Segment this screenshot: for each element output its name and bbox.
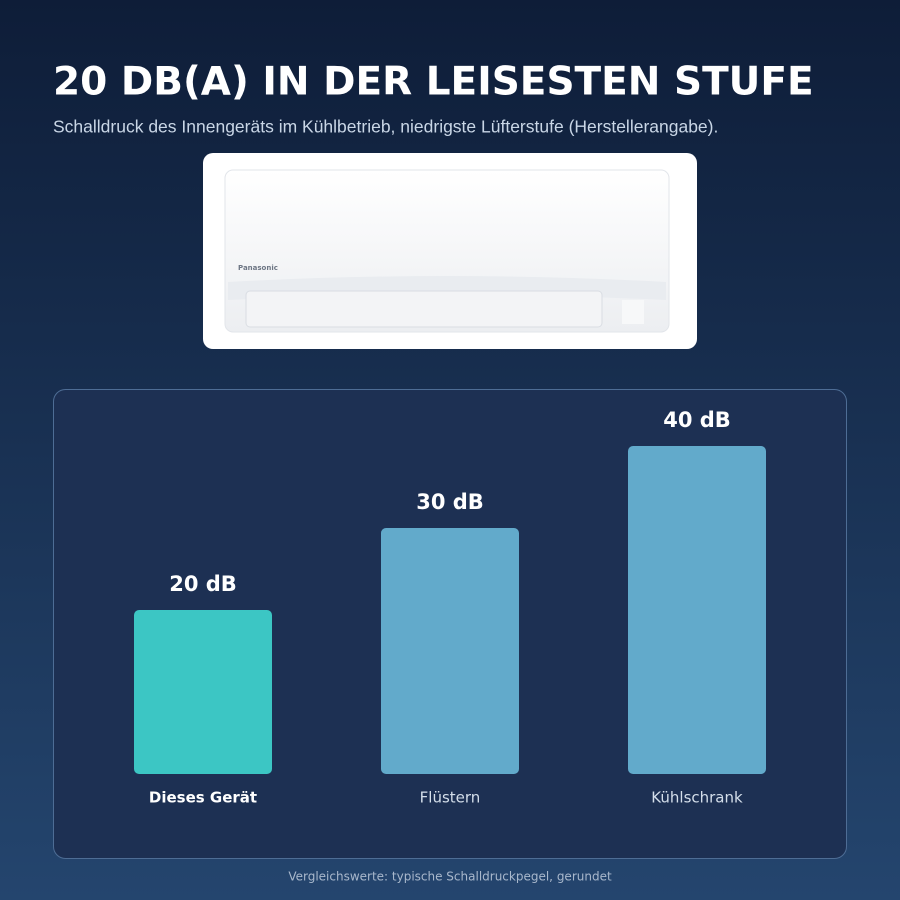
product-image: Panasonic bbox=[203, 153, 697, 349]
footnote: Vergleichswerte: typische Schalldruckpeg… bbox=[288, 870, 612, 884]
value-label: 20 dB bbox=[169, 572, 237, 596]
x-tick-label: Flüstern bbox=[420, 789, 481, 807]
bar bbox=[381, 528, 519, 774]
bar-chart: 20 dB Dieses Gerät 30 dB Flüstern 40 dB Kühls… bbox=[134, 408, 766, 807]
value-label: 30 dB bbox=[416, 490, 484, 514]
x-tick-label: Dieses Gerät bbox=[149, 789, 257, 807]
value-label: 40 dB bbox=[663, 408, 731, 432]
bar bbox=[628, 446, 766, 774]
subtitle: Schalldruck des Innengeräts im Kühlbetri… bbox=[53, 117, 718, 137]
bar bbox=[134, 610, 272, 774]
x-tick-label: Kühlschrank bbox=[651, 789, 743, 807]
brand: Panasonic bbox=[238, 264, 278, 272]
title: 20 DB(A) IN DER LEISESTEN STUFE bbox=[53, 60, 814, 105]
